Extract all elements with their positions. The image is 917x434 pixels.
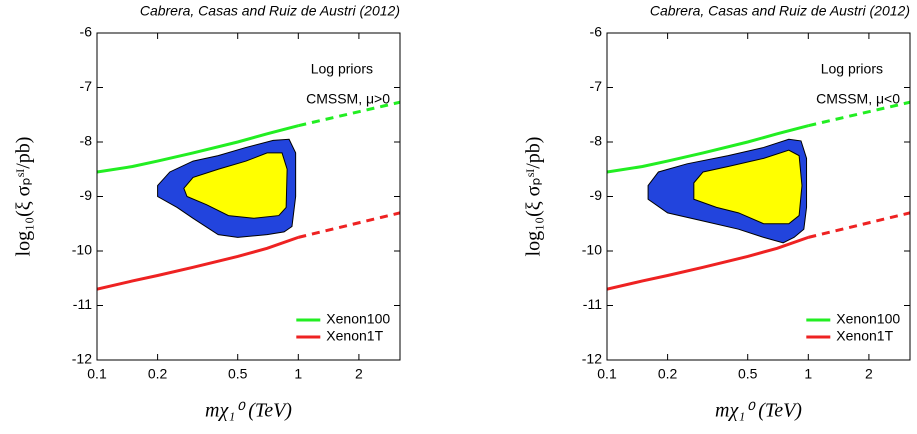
y-tick-label: -6 [80, 24, 93, 40]
x-tick-label: 0.2 [148, 366, 168, 382]
y-tick-label: -12 [72, 351, 92, 367]
limit-extrapolation [297, 100, 400, 128]
y-tick-label: -8 [80, 133, 93, 149]
x-tick-label: 0.5 [228, 366, 248, 382]
legend-label: Xenon100 [326, 311, 390, 327]
y-tick-label: -10 [72, 242, 92, 258]
limit-extrapolation [807, 100, 910, 128]
x-tick-label: 1 [294, 366, 302, 382]
y-tick-label: -7 [590, 78, 603, 94]
annotation: Log priors [821, 61, 883, 77]
credit: Cabrera, Casas and Ruiz de Austri (2012) [140, 3, 400, 19]
x-tick-label: 0.1 [87, 366, 107, 382]
y-axis-label: log₁₀(ξ σₚˢᴵ/pb) [523, 137, 545, 257]
legend-label: Xenon1T [326, 328, 383, 344]
y-tick-label: -6 [590, 24, 603, 40]
credible-region [693, 149, 803, 225]
x-tick-label: 2 [865, 366, 873, 382]
annotation: CMSSM, μ>0 [306, 91, 390, 107]
x-tick-label: 1 [804, 366, 812, 382]
annotation: CMSSM, μ<0 [816, 91, 900, 107]
limit-line [97, 235, 299, 291]
legend-label: Xenon1T [836, 328, 893, 344]
x-axis-label: mχ₁⁰ (TeV) [205, 400, 292, 422]
y-tick-label: -9 [80, 187, 93, 203]
x-axis-label: mχ₁⁰ (TeV) [715, 400, 802, 422]
limit-extrapolation [807, 211, 910, 239]
credit: Cabrera, Casas and Ruiz de Austri (2012) [650, 3, 910, 19]
limit-line [607, 124, 809, 174]
x-tick-label: 0.2 [658, 366, 678, 382]
x-tick-label: 0.1 [597, 366, 617, 382]
annotation: Log priors [311, 61, 373, 77]
limit-extrapolation [297, 211, 400, 239]
y-tick-label: -11 [73, 296, 92, 312]
legend-label: Xenon100 [836, 311, 900, 327]
y-tick-label: -11 [583, 296, 602, 312]
x-tick-label: 2 [355, 366, 363, 382]
y-tick-label: -8 [590, 133, 603, 149]
credible-region [183, 152, 288, 219]
limit-line [97, 124, 299, 174]
limit-line [607, 235, 809, 291]
y-tick-label: -12 [582, 351, 602, 367]
x-tick-label: 0.5 [738, 366, 758, 382]
y-tick-label: -10 [582, 242, 602, 258]
y-tick-label: -7 [80, 78, 93, 94]
y-tick-label: -9 [590, 187, 603, 203]
y-axis-label: log₁₀(ξ σₚˢᴵ/pb) [13, 137, 35, 257]
